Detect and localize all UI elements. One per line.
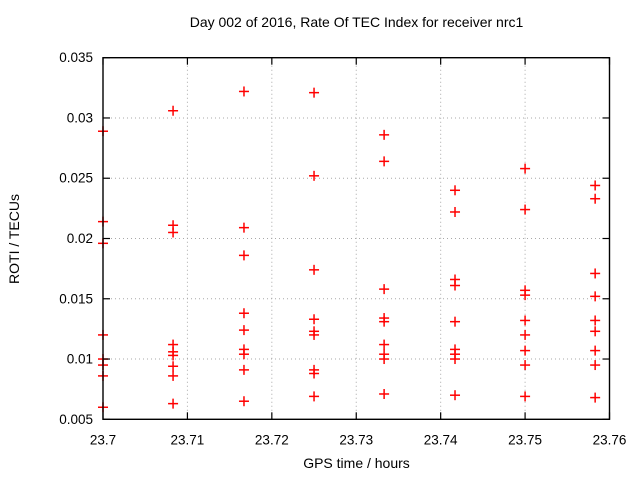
data-point-marker — [309, 314, 320, 325]
y-tick-label: 0.02 — [67, 231, 93, 246]
data-point-marker — [450, 354, 461, 365]
x-tick-label: 23.75 — [508, 432, 542, 447]
data-point-marker — [590, 180, 601, 191]
x-tick-label: 23.7 — [90, 432, 116, 447]
data-point-marker — [590, 268, 601, 279]
data-point-marker — [309, 170, 320, 181]
x-tick-label: 23.74 — [424, 432, 458, 447]
data-point-marker — [379, 284, 390, 295]
data-point-marker — [168, 105, 179, 116]
data-point-marker — [379, 339, 390, 350]
data-point-marker — [590, 193, 601, 204]
x-axis-title: GPS time / hours — [303, 455, 410, 471]
data-point-marker — [590, 392, 601, 403]
data-point-marker — [590, 360, 601, 371]
y-tick-label: 0.035 — [59, 50, 93, 65]
y-tick-label: 0.015 — [59, 291, 93, 306]
data-point-marker — [238, 222, 249, 233]
data-point-marker — [168, 370, 179, 381]
data-point-marker — [520, 163, 531, 174]
data-point-marker — [520, 329, 531, 340]
data-point-marker — [379, 316, 390, 327]
data-point-marker — [590, 291, 601, 302]
data-point-marker — [450, 206, 461, 217]
data-point-marker — [168, 398, 179, 409]
data-point-marker — [379, 129, 390, 140]
x-tick-label: 23.73 — [339, 432, 373, 447]
data-point-marker — [238, 349, 249, 360]
y-tick-label: 0.01 — [67, 352, 93, 367]
y-tick-label: 0.03 — [67, 110, 93, 125]
data-point-marker — [309, 87, 320, 98]
data-point-marker — [309, 391, 320, 402]
data-point-marker — [590, 315, 601, 326]
data-point-marker — [238, 308, 249, 319]
y-tick-label: 0.025 — [59, 171, 93, 186]
data-point-marker — [520, 290, 531, 301]
data-point-marker — [309, 264, 320, 275]
data-point-marker — [450, 390, 461, 401]
y-tick-label: 0.005 — [59, 412, 93, 427]
data-point-marker — [309, 368, 320, 379]
data-point-marker — [450, 280, 461, 291]
y-axis-title: ROTI / TECUs — [6, 194, 22, 284]
data-point-marker — [379, 388, 390, 399]
data-point-marker — [450, 316, 461, 327]
x-tick-label: 23.76 — [593, 432, 627, 447]
data-point-marker — [238, 364, 249, 375]
data-point-marker — [520, 204, 531, 215]
data-point-marker — [238, 325, 249, 336]
chart-title: Day 002 of 2016, Rate Of TEC Index for r… — [189, 14, 524, 30]
data-point-marker — [590, 345, 601, 356]
data-point-marker — [520, 345, 531, 356]
x-tick-label: 23.72 — [255, 432, 289, 447]
data-point-marker — [238, 86, 249, 97]
data-point-marker — [450, 185, 461, 196]
data-point-marker — [520, 391, 531, 402]
data-point-marker — [238, 396, 249, 407]
data-point-marker — [379, 354, 390, 365]
data-point-marker — [238, 250, 249, 261]
data-point-marker — [520, 360, 531, 371]
x-tick-label: 23.71 — [171, 432, 205, 447]
data-point-marker — [168, 361, 179, 372]
data-point-marker — [520, 315, 531, 326]
data-point-marker — [379, 156, 390, 167]
data-point-marker — [168, 350, 179, 361]
data-point-marker — [309, 329, 320, 340]
data-point-marker — [590, 326, 601, 337]
data-point-marker — [168, 227, 179, 238]
